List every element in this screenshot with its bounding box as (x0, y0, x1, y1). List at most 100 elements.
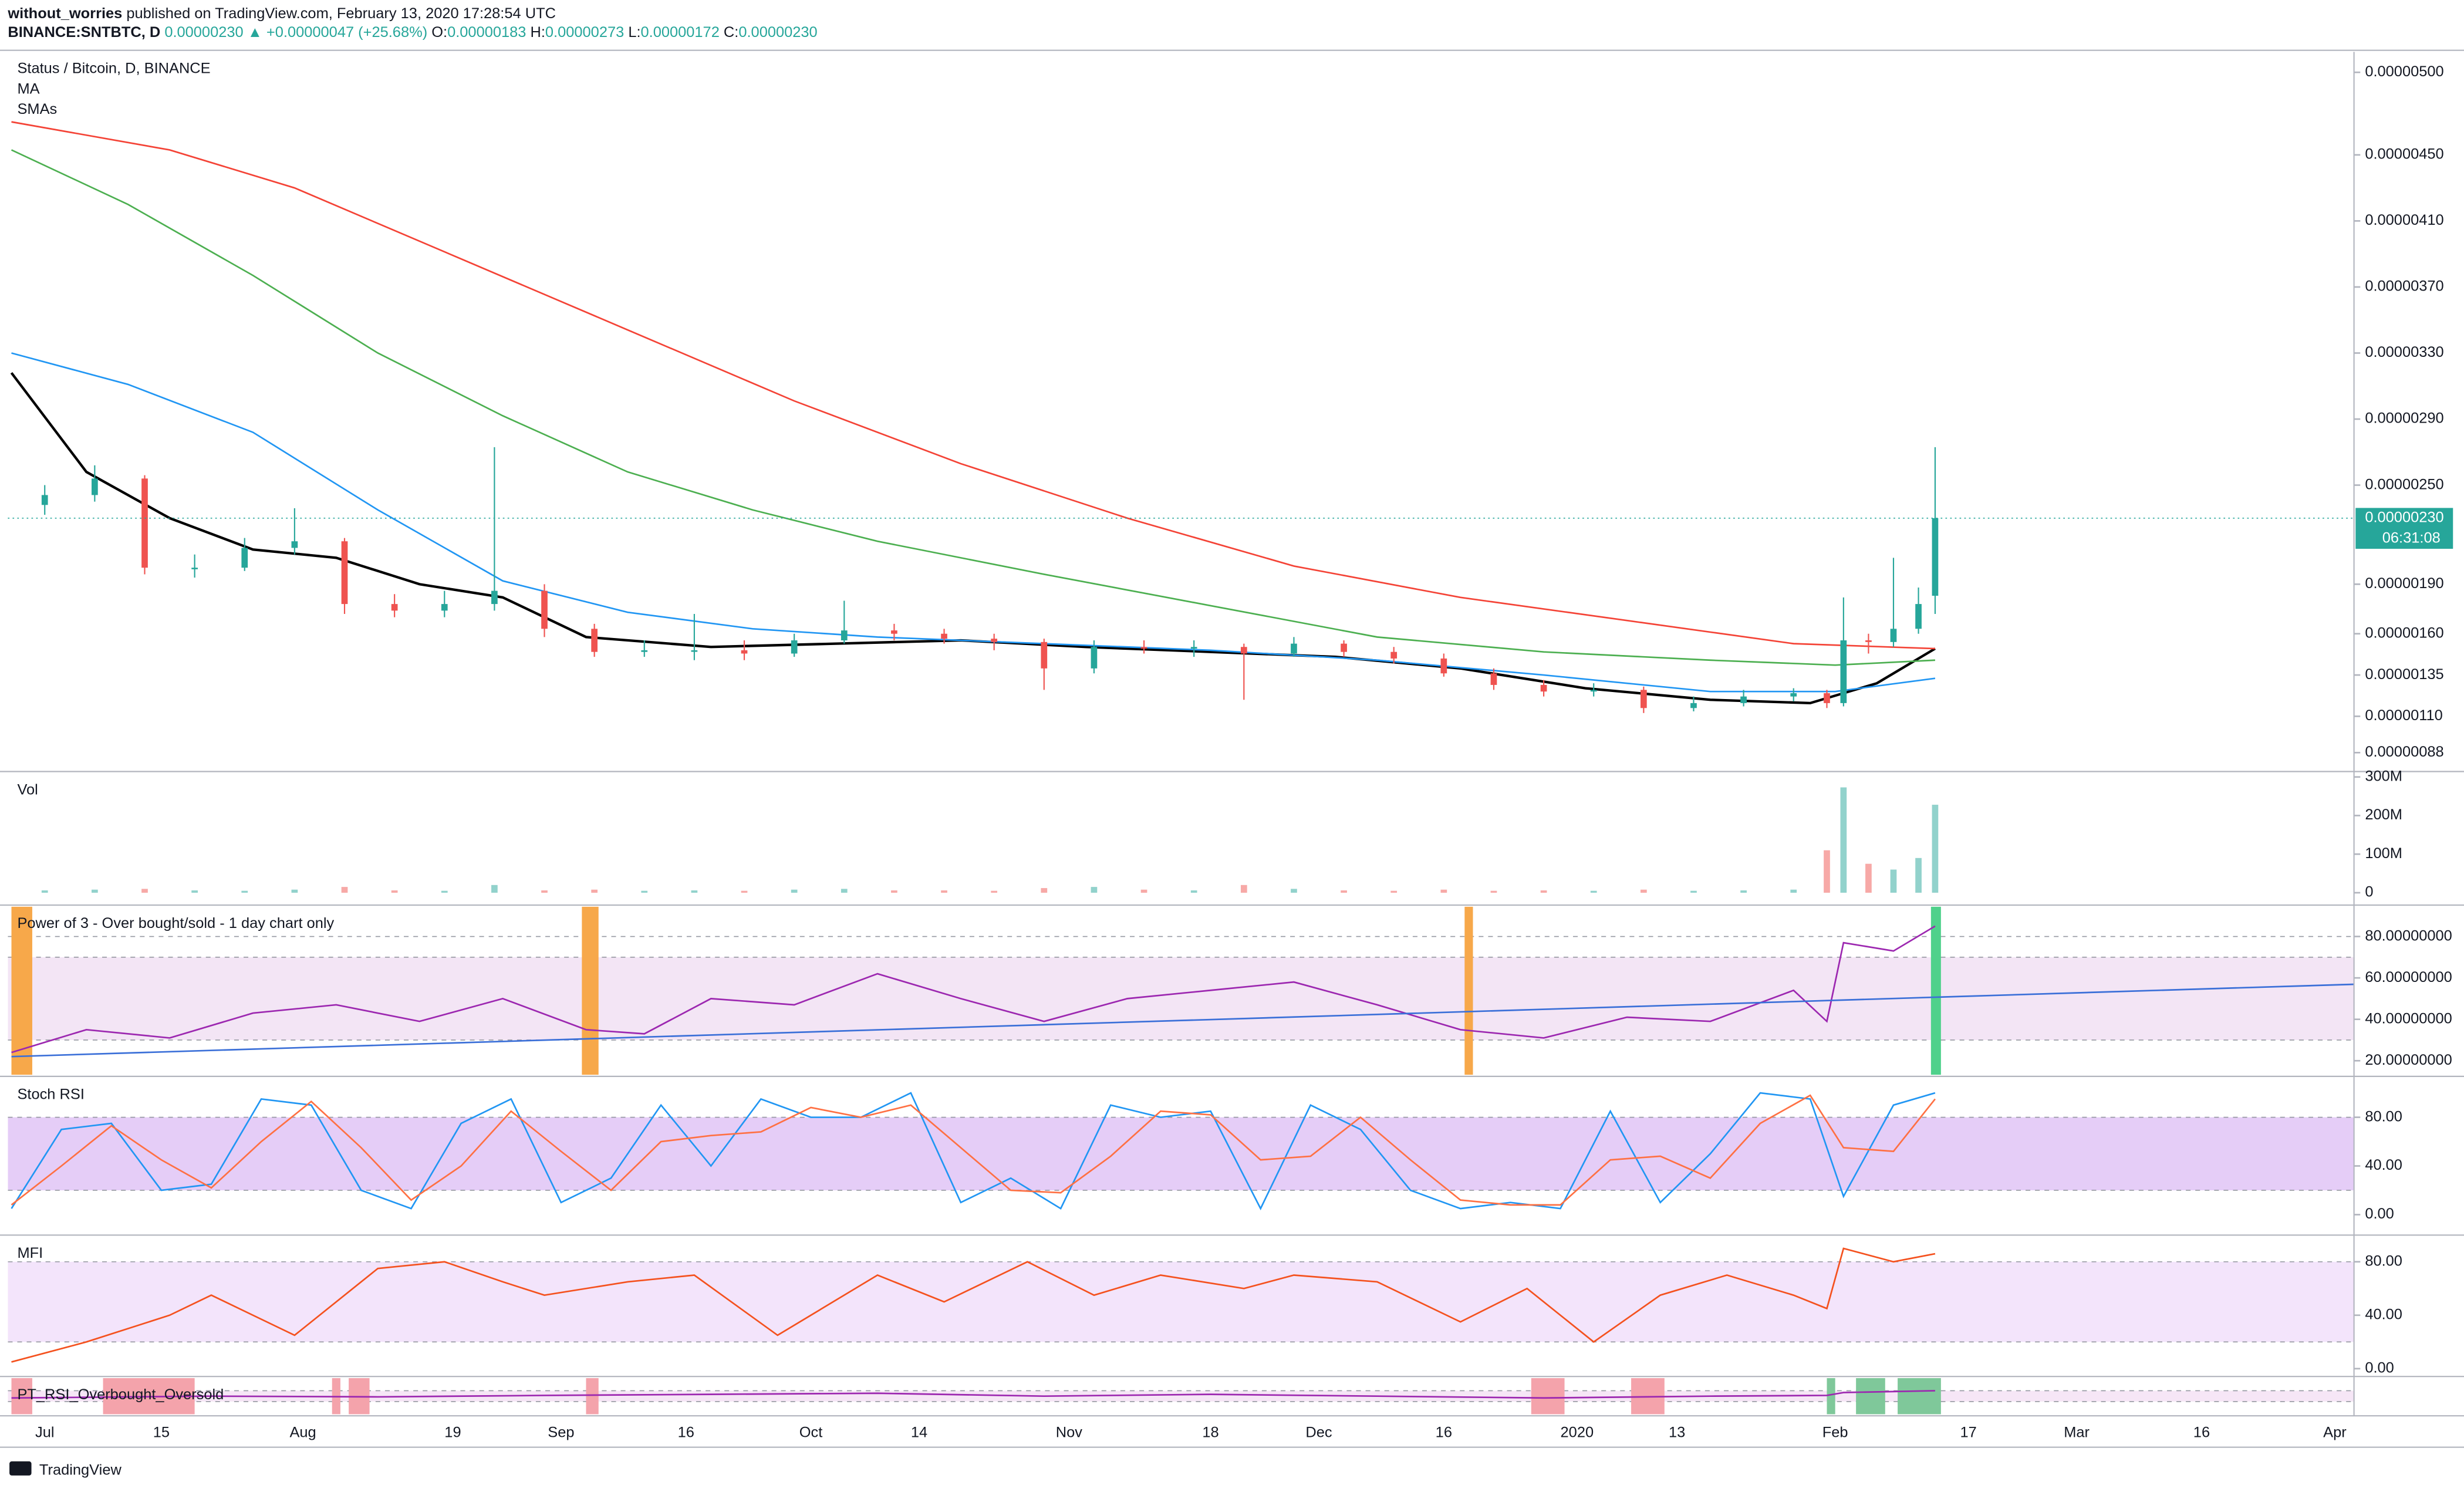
x-tick-label: 13 (1669, 1424, 1685, 1440)
y-tick-label: 0.00 (2365, 1206, 2394, 1222)
candle-body (841, 630, 848, 640)
volume-bar (891, 890, 897, 893)
indicator-line (11, 1390, 1935, 1399)
volume-bar (1140, 889, 1147, 893)
y-tick-label: 0.00000370 (2365, 278, 2443, 295)
ohlc-label: O: (431, 24, 447, 40)
panel (8, 1092, 2354, 1211)
ohlc-value: 0.00000172 (641, 24, 720, 40)
y-tick-label: 0.00000290 (2365, 410, 2443, 427)
candle-body (391, 604, 398, 611)
volume-bar (1840, 787, 1847, 893)
signal-zone (1827, 1378, 1835, 1415)
x-tick-label: 16 (1436, 1424, 1452, 1440)
band (8, 957, 2354, 1040)
band (8, 1261, 2354, 1342)
indicator-line (11, 149, 1935, 666)
y-tick-label: 80.00 (2365, 1108, 2402, 1125)
volume-bar (1790, 889, 1797, 893)
volume-bar (541, 890, 548, 893)
volume-bar (1890, 869, 1897, 893)
signal-zone (1856, 1378, 1885, 1415)
volume-bar (291, 889, 298, 893)
indicator-line (11, 983, 2354, 1058)
y-tick-label: 200M (2365, 806, 2402, 823)
panel-title: Status / Bitcoin, D, BINANCE (17, 60, 210, 77)
y-tick-label: 40.00000000 (2365, 1010, 2452, 1027)
signal-zone (1464, 906, 1473, 1075)
volume-bar (741, 890, 748, 893)
change: ▲ +0.00000047 (+25.68%) (248, 24, 427, 40)
volume-bar (1091, 887, 1098, 893)
candle-body (1840, 640, 1847, 703)
candle-body (1640, 690, 1647, 708)
volume-bar (1824, 850, 1830, 893)
volume-bar (1240, 885, 1247, 893)
volume-bar (441, 890, 448, 893)
panel (10, 121, 1939, 713)
volume-bar (141, 889, 148, 893)
candle-body (1915, 604, 1922, 629)
y-tick-label: 0 (2365, 884, 2373, 900)
candle-body (1240, 647, 1247, 654)
y-tick-label: 80.00 (2365, 1253, 2402, 1269)
panel-title: Power of 3 - Over bought/sold - 1 day ch… (17, 915, 334, 931)
panel-title: Stoch RSI (17, 1086, 84, 1103)
y-tick-label: 20.00000000 (2365, 1052, 2452, 1068)
y-tick-label: 0.00000088 (2365, 744, 2443, 760)
candle-body (41, 495, 48, 505)
panel-title: PT_RSI_Overbought_Oversold (17, 1386, 224, 1403)
x-tick-label: Mar (2064, 1424, 2090, 1440)
candle-body (1790, 693, 1797, 697)
x-tick-label: 19 (444, 1424, 461, 1440)
y-tick-label: 0.00000250 (2365, 476, 2443, 492)
candle-body (1890, 629, 1897, 642)
panel-title: MFI (17, 1245, 43, 1261)
volume-bar (1640, 889, 1647, 893)
candle-body (1390, 652, 1398, 659)
candle-body (1041, 642, 1048, 669)
price-tag (2355, 508, 2453, 549)
volume-bar (841, 889, 848, 893)
candle-body (1440, 658, 1447, 674)
indicator-line (11, 352, 1936, 693)
panel-title: Vol (17, 781, 38, 798)
x-tick-label: Sep (548, 1424, 574, 1440)
price: 0.00000230 (164, 24, 243, 40)
candle-body (691, 650, 698, 652)
indicator-line (11, 1247, 1936, 1363)
volume-bar (1390, 890, 1398, 893)
ohlc-value: 0.00000273 (545, 24, 624, 40)
indicator-line (11, 925, 1936, 1054)
candle-body (341, 541, 348, 605)
volume-bar (41, 890, 48, 893)
candle-body (92, 478, 98, 495)
y-tick-label: 60.00000000 (2365, 969, 2452, 985)
candle-body (1590, 690, 1597, 692)
indicator-line (10, 372, 1936, 705)
symbol: BINANCE:SNTBTC, D (8, 24, 160, 40)
candle-body (241, 548, 248, 568)
volume-bar (191, 890, 198, 893)
ohlc-value: 0.00000183 (447, 24, 526, 40)
candle-body (1291, 643, 1297, 654)
volume-bar (1590, 890, 1597, 893)
panel-label: MA (17, 80, 39, 97)
candle-body (591, 629, 598, 652)
volume-bar (92, 889, 98, 893)
y-tick-label: 0.00000190 (2365, 575, 2443, 592)
volume-bar (241, 890, 248, 893)
symbol-line: BINANCE:SNTBTC, D 0.00000230 ▲ +0.000000… (8, 24, 817, 40)
volume-bar (941, 890, 947, 893)
candle-body (1540, 684, 1547, 692)
y-tick-label: 0.00000160 (2365, 625, 2443, 641)
candle-body (191, 568, 198, 569)
y-tick-label: 40.00 (2365, 1307, 2402, 1323)
indicator-line (11, 1092, 1936, 1211)
author: without_worries (7, 5, 122, 22)
candle-body (1824, 693, 1830, 703)
indicator-line (11, 1094, 1936, 1206)
volume-bar (1690, 890, 1697, 893)
